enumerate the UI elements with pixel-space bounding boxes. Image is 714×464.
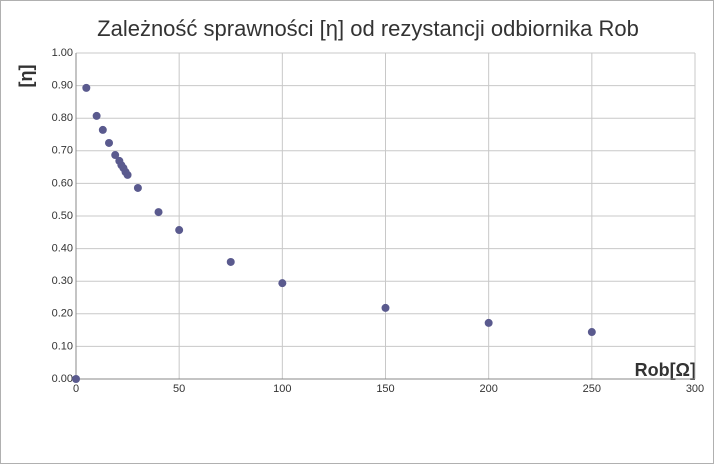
point (587, 328, 596, 337)
y-tick-label: 0.90 (52, 80, 73, 92)
point (154, 208, 163, 217)
y-tick-label: 0.20 (52, 308, 73, 320)
x-tick-label: 50 (173, 383, 185, 395)
point (484, 318, 493, 327)
y-tick-label: 0.80 (52, 112, 73, 124)
y-tick-label: 0.70 (52, 145, 73, 157)
x-tick-label: 100 (273, 383, 291, 395)
y-tick-label: 0.10 (52, 340, 73, 352)
x-axis-label: Rob[Ω] (635, 360, 696, 380)
chart-title: Zależność sprawności [η] od rezystancji … (97, 16, 639, 41)
point (92, 111, 101, 120)
x-tick-label: 200 (479, 383, 497, 395)
point (105, 138, 114, 147)
x-tick-label: 0 (73, 383, 79, 395)
point (175, 226, 184, 235)
point (111, 151, 120, 160)
y-tick-label: 0.00 (52, 373, 73, 385)
y-tick-label: 0.60 (52, 177, 73, 189)
point (133, 183, 142, 192)
point (82, 83, 91, 92)
point (123, 170, 132, 179)
x-tick-label: 300 (686, 383, 704, 395)
point (72, 375, 80, 383)
x-tick-label: 150 (376, 383, 394, 395)
y-tick-label: 0.50 (52, 210, 73, 222)
y-tick-label: 1.00 (52, 47, 73, 59)
y-axis-label: [η] (16, 65, 36, 88)
y-tick-label: 0.30 (52, 275, 73, 287)
point (278, 279, 287, 288)
point (226, 257, 235, 266)
point (98, 125, 107, 134)
y-tick-label: 0.40 (52, 243, 73, 255)
point (381, 303, 390, 312)
x-tick-label: 250 (583, 383, 601, 395)
